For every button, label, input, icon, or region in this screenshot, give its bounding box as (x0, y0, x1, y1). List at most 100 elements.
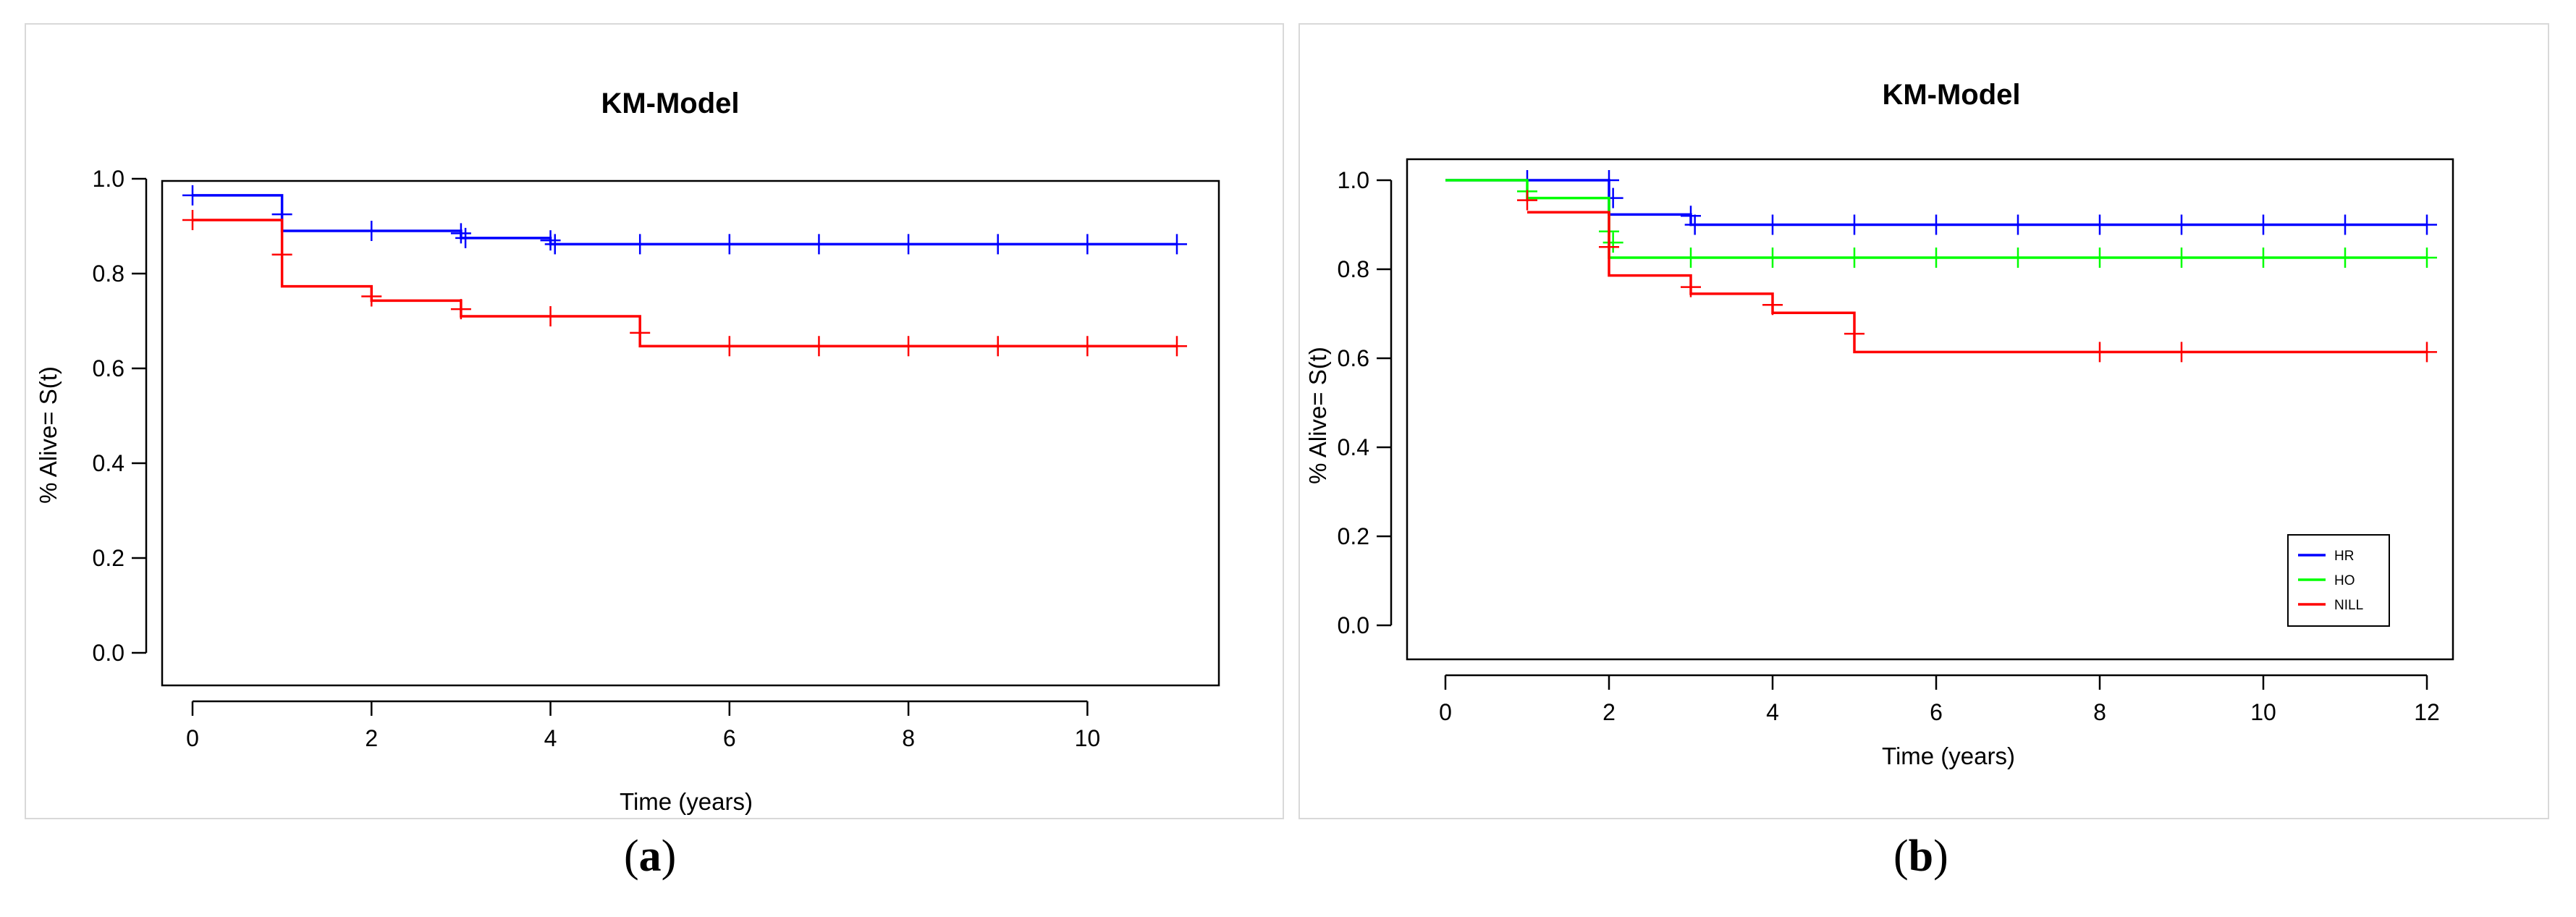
subfigure-label-a: (a) (624, 832, 677, 881)
censor-mark-ho (2335, 248, 2355, 269)
censor-mark-ho (1602, 232, 1623, 253)
km-chart-a: KM-Model 0 2 4 6 8 10 0.0 0.2 0.4 0.6 0.8 1.0 Time … (35, 88, 1220, 815)
censor-mark-blue (808, 234, 829, 255)
censor-mark-red (361, 286, 382, 307)
censor-mark-blue (361, 221, 382, 242)
legend-label-hr: HR (2334, 549, 2354, 564)
x-tick-label: 6 (1930, 699, 1943, 725)
series-group (1445, 170, 2437, 363)
censor-mark-hr (1599, 170, 1619, 190)
x-tick-label: 4 (544, 725, 557, 751)
y-axis-label: % Alive= S(t) (35, 366, 62, 504)
y-tick-label: 0.0 (1338, 612, 1369, 638)
x-tick-label: 0 (186, 725, 199, 751)
censor-mark-ho (2090, 248, 2110, 269)
y-tick-label: 0.6 (93, 355, 124, 381)
km-curve-hr (1445, 179, 2427, 227)
censor-mark-blue (898, 234, 919, 255)
censor-mark-hr (2090, 214, 2110, 235)
censor-mark-red (450, 299, 471, 320)
censor-mark-blue (182, 185, 203, 206)
legend-label-nill: NILL (2334, 598, 2363, 613)
censor-mark-nill (1844, 324, 1865, 345)
censor-mark-nill (1599, 237, 1619, 258)
censor-mark-hr (1844, 214, 1865, 235)
y-tick-label: 1.0 (1338, 167, 1369, 193)
censor-mark-nill (2090, 342, 2110, 363)
km-curve-nill (1527, 211, 2427, 354)
censor-mark-hr (2335, 214, 2355, 235)
censor-mark-red (540, 305, 561, 326)
censor-mark-red (898, 336, 919, 357)
y-tick-label: 0.2 (1338, 523, 1369, 549)
y-tick-label: 0.0 (93, 640, 124, 666)
censor-mark-hr (2171, 214, 2192, 235)
y-axis-label: % Alive= S(t) (1304, 347, 1331, 484)
censor-mark-hr (1681, 206, 1701, 227)
y-tick-label: 0.8 (1338, 256, 1369, 282)
censor-mark-ho (1762, 248, 1783, 269)
x-axis-label: Time (years) (1882, 743, 2015, 769)
series-group (182, 185, 1187, 357)
chart-title: KM-Model (601, 88, 739, 119)
censor-mark-hr (1684, 214, 1705, 235)
figure-panel-a: KM-Model 0 2 4 6 8 10 0.0 0.2 0.4 0.6 0.8 1.0 Time … (25, 23, 1284, 819)
censor-mark-red (987, 336, 1008, 357)
x-tick-label: 4 (1766, 699, 1779, 725)
y-tick-label: 0.8 (93, 261, 124, 287)
legend: HR HO NILL (2287, 534, 2390, 627)
censor-mark-blue (455, 227, 476, 248)
censor-mark-nill (2171, 342, 2192, 363)
censor-mark-blue (987, 234, 1008, 255)
censor-mark-red (719, 336, 740, 357)
x-tick-label: 8 (2093, 699, 2106, 725)
legend-label-ho: HO (2334, 573, 2355, 588)
x-tick-label: 6 (723, 725, 736, 751)
censor-mark-red (182, 209, 203, 230)
censor-mark-ho (1844, 248, 1865, 269)
plot-frame (1406, 158, 2454, 661)
x-tick-label: 2 (1602, 699, 1616, 725)
censor-mark-red (630, 322, 651, 343)
plot-frame (161, 179, 1220, 687)
censor-mark-ho (2253, 248, 2273, 269)
km-curve-red (193, 219, 1177, 347)
censor-mark-ho (2008, 248, 2028, 269)
x-tick-label: 8 (902, 725, 915, 751)
y-tick-label: 0.6 (1338, 345, 1369, 371)
y-tick-label: 0.4 (1338, 434, 1369, 460)
x-tick-label: 2 (365, 725, 378, 751)
censor-mark-hr (2008, 214, 2028, 235)
censor-mark-red (271, 244, 292, 265)
censor-mark-red (1167, 336, 1187, 357)
censor-mark-hr (1762, 214, 1783, 235)
censor-mark-red (1077, 336, 1098, 357)
figure-panel-b: KM-Model 0 2 4 6 8 10 12 0.0 0.2 0.4 0.6 0.8 1.0 HR H… (1298, 23, 2549, 819)
censor-mark-red (808, 336, 829, 357)
censor-mark-ho (2171, 248, 2192, 269)
censor-mark-blue (1077, 234, 1098, 255)
censor-mark-blue (544, 234, 565, 255)
censor-mark-nill (2417, 342, 2437, 363)
y-tick-label: 1.0 (93, 166, 124, 192)
subfigure-label-b: (b) (1893, 832, 1948, 881)
y-tick-label: 0.2 (93, 545, 124, 571)
x-tick-label: 10 (1075, 725, 1101, 751)
censor-mark-ho (2417, 248, 2437, 269)
plot-axes: 0 2 4 6 8 10 0.0 0.2 0.4 0.6 0.8 1.0 (93, 166, 1220, 751)
km-chart-b: KM-Model 0 2 4 6 8 10 120.00.20.40.60.81.0 HRH… (1304, 79, 2454, 769)
x-tick-label: 12 (2414, 699, 2440, 725)
censor-mark-blue (719, 234, 740, 255)
censor-mark-ho (1926, 248, 1946, 269)
censor-mark-nill (1762, 295, 1783, 316)
x-axis-label: Time (years) (620, 788, 753, 815)
km-curve-blue (193, 194, 1177, 246)
censor-mark-ho (1681, 248, 1701, 269)
censor-mark-blue (1167, 234, 1187, 255)
x-tick-label: 10 (2250, 699, 2276, 725)
censor-mark-blue (630, 234, 651, 255)
chart-title: KM-Model (1882, 79, 2020, 111)
km-curve-ho (1445, 179, 2427, 259)
censor-mark-blue (450, 223, 471, 244)
censor-mark-hr (1926, 214, 1946, 235)
